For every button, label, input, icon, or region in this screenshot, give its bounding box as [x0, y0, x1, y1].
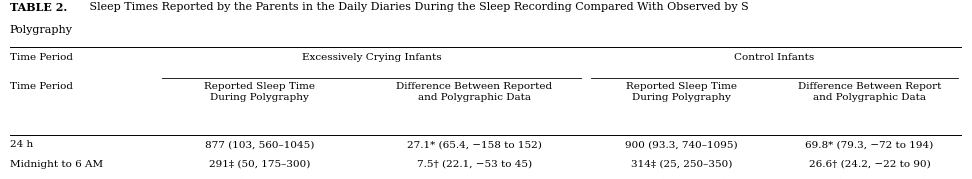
Text: 291‡ (50, 175–300): 291‡ (50, 175–300) — [209, 160, 310, 169]
Text: Difference Between Report
and Polygraphic Data: Difference Between Report and Polygraphi… — [798, 83, 941, 102]
Text: Polygraphy: Polygraphy — [10, 25, 73, 35]
Text: Difference Between Reported
and Polygraphic Data: Difference Between Reported and Polygrap… — [396, 83, 552, 102]
Text: 900 (93.3, 740–1095): 900 (93.3, 740–1095) — [625, 140, 738, 149]
Text: 24 h: 24 h — [10, 140, 33, 149]
Text: Reported Sleep Time
During Polygraphy: Reported Sleep Time During Polygraphy — [204, 83, 315, 102]
Text: TABLE 2.: TABLE 2. — [10, 2, 67, 13]
Text: Excessively Crying Infants: Excessively Crying Infants — [302, 53, 441, 62]
Text: 27.1* (65.4, −158 to 152): 27.1* (65.4, −158 to 152) — [406, 140, 541, 149]
Text: Time Period: Time Period — [10, 83, 73, 91]
Text: Sleep Times Reported by the Parents in the Daily Diaries During the Sleep Record: Sleep Times Reported by the Parents in t… — [80, 2, 749, 12]
Text: Control Infants: Control Infants — [734, 53, 815, 62]
Text: Reported Sleep Time
During Polygraphy: Reported Sleep Time During Polygraphy — [626, 83, 737, 102]
Text: Midnight to 6 AM: Midnight to 6 AM — [10, 160, 103, 169]
Text: 69.8* (79.3, −72 to 194): 69.8* (79.3, −72 to 194) — [805, 140, 933, 149]
Text: 7.5† (22.1, −53 to 45): 7.5† (22.1, −53 to 45) — [417, 160, 532, 169]
Text: 877 (103, 560–1045): 877 (103, 560–1045) — [205, 140, 315, 149]
Text: 26.6† (24.2, −22 to 90): 26.6† (24.2, −22 to 90) — [809, 160, 930, 169]
Text: Time Period: Time Period — [10, 53, 73, 62]
Text: 314‡ (25, 250–350): 314‡ (25, 250–350) — [631, 160, 732, 169]
